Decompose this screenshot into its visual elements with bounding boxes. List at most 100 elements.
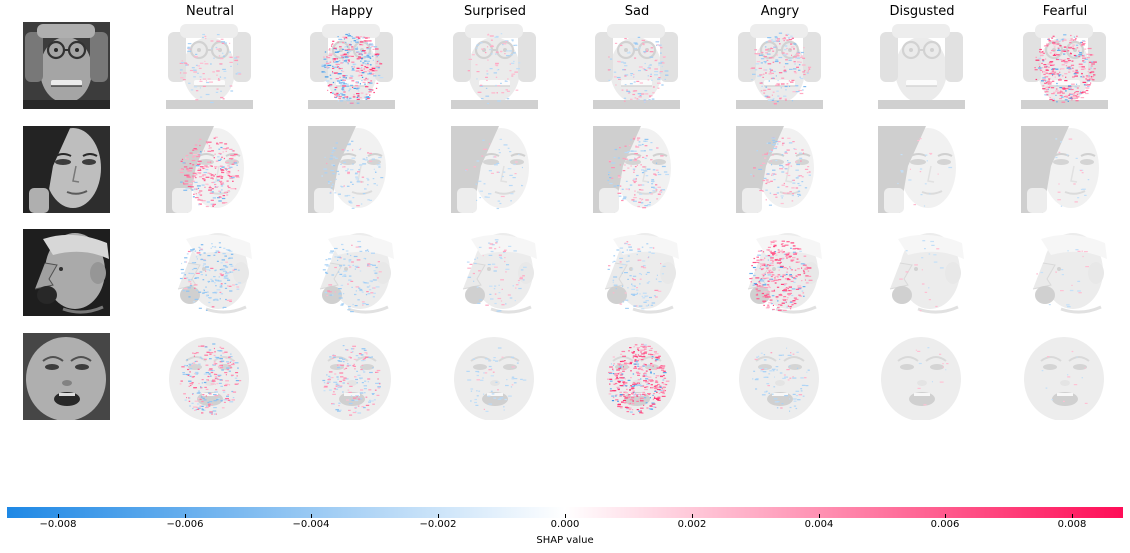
- shap-pixel: [790, 259, 795, 261]
- shap-pixel: [368, 40, 372, 42]
- shap-pixel: [355, 82, 358, 84]
- shap-pixel: [799, 157, 803, 159]
- shap-pixel: [755, 53, 760, 55]
- shap-pixel: [793, 281, 796, 283]
- shap-pixel: [651, 180, 655, 182]
- shap-pixel: [194, 144, 198, 146]
- shap-pixel: [196, 156, 201, 158]
- shap-pixel: [756, 256, 759, 258]
- shap-pixel: [351, 244, 353, 246]
- shap-pixel: [654, 74, 658, 76]
- shap-pixel: [362, 81, 366, 83]
- shap-pixel: [323, 386, 328, 388]
- shap-pixel: [202, 397, 205, 399]
- shap-pixel: [344, 49, 349, 51]
- shap-pixel: [188, 400, 191, 402]
- shap-pixel: [212, 197, 216, 199]
- shap-pixel: [614, 382, 618, 385]
- shap-pixel: [511, 366, 515, 368]
- shap-pixel: [633, 305, 637, 307]
- shap-pixel: [199, 356, 202, 358]
- shap-pixel: [504, 53, 506, 55]
- shap-pixel: [359, 392, 364, 394]
- shap-pixel: [773, 173, 775, 175]
- colorbar-tick: [58, 514, 59, 518]
- shap-pixel: [324, 66, 328, 68]
- shap-pixel: [364, 159, 368, 161]
- shap-pixel: [631, 351, 635, 353]
- shap-pixel: [781, 302, 785, 304]
- shap-pixel: [345, 58, 348, 60]
- shap-pixel: [216, 48, 221, 50]
- shap-pixel: [346, 253, 349, 255]
- shap-pixel: [785, 99, 787, 101]
- shap-pixel: [768, 373, 771, 375]
- shap-pixel: [627, 92, 630, 94]
- shap-pixel: [1035, 59, 1040, 61]
- shap-pixel: [467, 276, 472, 278]
- shap-pixel: [764, 283, 767, 285]
- shap-pixel: [772, 91, 775, 93]
- shap-pixel: [775, 159, 778, 162]
- shap-pixel: [657, 82, 661, 84]
- shap-pixel: [199, 96, 203, 98]
- shap-pixel: [657, 396, 661, 398]
- shap-pixel: [219, 291, 222, 293]
- shap-pixel: [186, 168, 189, 170]
- shap-pixel: [342, 59, 345, 61]
- shap-pixel: [510, 200, 512, 202]
- shap-pixel: [642, 365, 645, 367]
- shap-pixel: [513, 382, 517, 384]
- shap-pixel: [198, 345, 201, 347]
- shap-pixel: [195, 277, 200, 279]
- shap-pixel: [371, 252, 375, 254]
- shap-pixel: [766, 267, 769, 269]
- shap-pixel: [211, 181, 214, 184]
- shap-pixel: [764, 153, 768, 155]
- shap-pixel: [335, 383, 339, 385]
- shap-pixel: [360, 368, 363, 371]
- shap-pixel: [212, 178, 214, 180]
- shap-pixel: [494, 302, 497, 305]
- shap-pixel: [219, 379, 223, 381]
- shap-pixel: [644, 150, 646, 152]
- shap-pixel: [917, 139, 920, 142]
- shap-pixel: [372, 264, 376, 266]
- shap-pixel: [346, 365, 350, 367]
- shap-pixel: [199, 79, 202, 81]
- shap-pixel: [773, 147, 777, 150]
- shap-pixel: [335, 48, 337, 50]
- shap-pixel: [220, 274, 224, 276]
- shap-pixel: [1069, 40, 1073, 42]
- shap-pixel: [196, 258, 198, 260]
- shap-pixel: [220, 185, 224, 187]
- shap-pixel: [343, 258, 346, 260]
- shap-pixel: [519, 276, 523, 278]
- shap-pixel: [625, 408, 629, 410]
- shap-pixel: [204, 354, 209, 356]
- shap-pixel: [352, 63, 357, 65]
- shap-pixel: [638, 156, 641, 158]
- shap-pixel: [637, 248, 641, 250]
- shap-pixel: [608, 265, 611, 267]
- shap-pixel: [326, 61, 328, 63]
- shap-pixel: [771, 137, 776, 139]
- shap-pixel: [808, 171, 811, 173]
- shap-pixel: [773, 46, 777, 48]
- shap-pixel: [770, 47, 772, 49]
- shap-pixel: [779, 263, 781, 265]
- shap-pixel: [197, 397, 200, 400]
- shap-pixel: [624, 392, 628, 394]
- shap-pixel: [216, 377, 219, 379]
- shap-pixel: [772, 61, 775, 63]
- shap-pixel: [644, 52, 646, 54]
- shap-pixel: [632, 403, 634, 405]
- shap-pixel: [790, 46, 795, 48]
- shap-pixel: [1086, 57, 1090, 59]
- shap-pixel: [366, 249, 369, 251]
- shap-pixel: [1039, 51, 1041, 53]
- shap-pixel: [768, 285, 770, 287]
- shap-pixel: [626, 388, 628, 390]
- shap-pixel: [761, 51, 764, 54]
- shap-pixel: [344, 53, 347, 55]
